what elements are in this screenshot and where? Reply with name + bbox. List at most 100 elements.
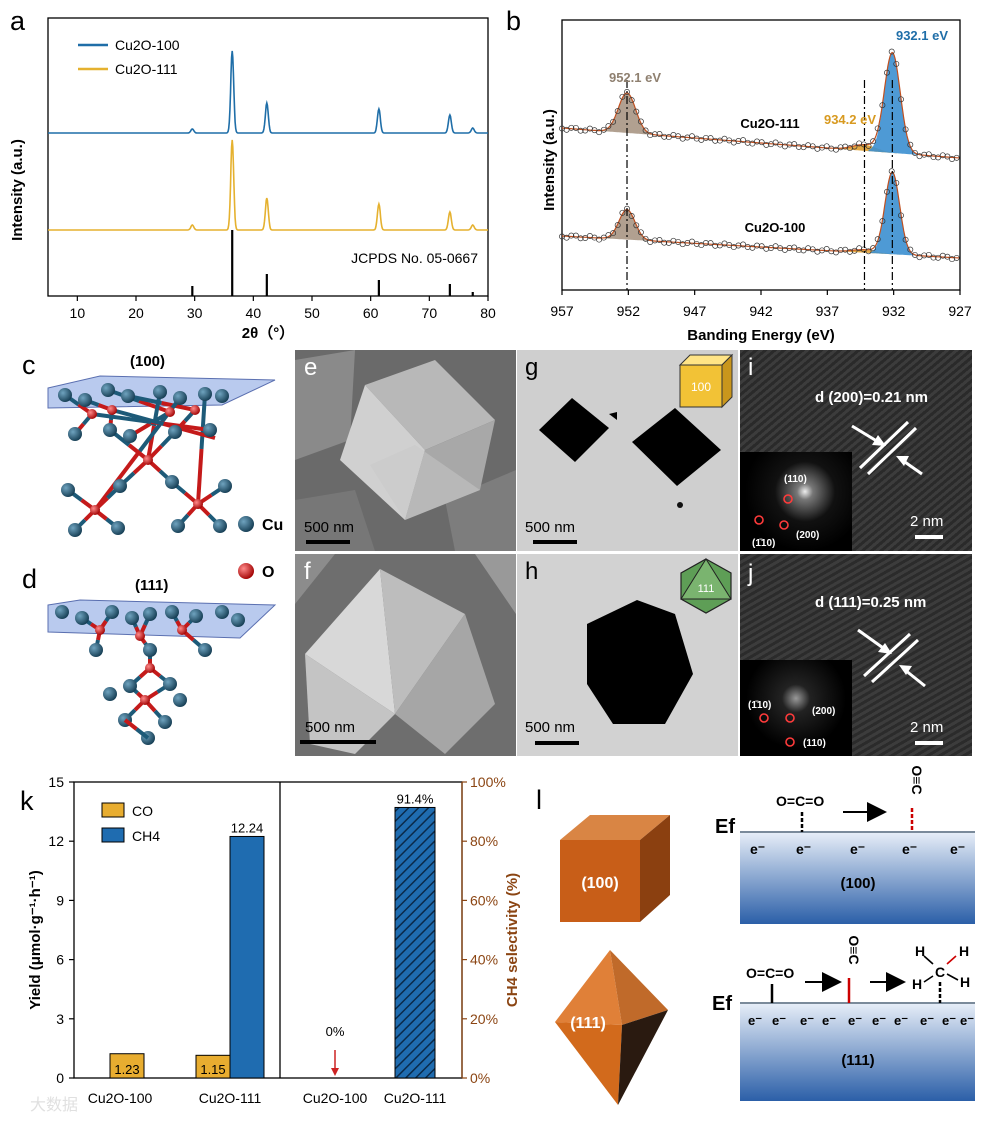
scalebar-h: 500 nm: [525, 719, 576, 736]
panel-label-g: g: [525, 354, 539, 381]
legend-cu2o-100: Cu2O-100: [115, 37, 180, 53]
xps-111-fit: [561, 51, 959, 159]
xps-chart: Intensity (a.u.) 957 952 947 942 937 932 927 B…: [541, 19, 972, 344]
cu-atom: [123, 429, 137, 443]
bar-ch4-label: 12.24: [231, 820, 264, 835]
surface-100-label: (100): [840, 875, 875, 892]
xps-tick-952: 952: [617, 303, 641, 319]
cu-atom: [89, 643, 103, 657]
xrd-chart: Intensity (a.u.) 10 20 30 40 50 60 70 80 Cu2O-1…: [9, 17, 496, 342]
surface-111-diagram: Ef O=C=O O≡C C H H H H (111) e⁻ e⁻ e⁻ e⁻ e⁻ e…: [712, 935, 975, 1101]
ef-label-100: Ef: [715, 816, 735, 838]
panel-label-l: l: [536, 785, 542, 815]
co2-100: O=C=O: [776, 793, 824, 809]
electron: e⁻: [772, 1013, 786, 1028]
o-atom-legend: [238, 563, 254, 579]
peak-label-934: 934.2 eV: [824, 112, 876, 127]
cu-atom: [189, 609, 203, 623]
xrd-reference-lines: [191, 230, 474, 296]
electron: e⁻: [942, 1013, 956, 1028]
panel-label-h: h: [525, 558, 539, 585]
xps-tick-957: 957: [550, 303, 574, 319]
cu-atom: [165, 475, 179, 489]
octahedron-badge-label: 111: [698, 583, 715, 595]
cu-atom: [198, 643, 212, 657]
yield-category-1: Cu2O-111: [199, 1090, 262, 1106]
scalebar-f: 500 nm: [305, 719, 356, 736]
panel-label-e: e: [304, 354, 318, 381]
cu-atom: [101, 383, 115, 397]
cu-atom: [68, 523, 82, 537]
xps-tick-942: 942: [749, 303, 773, 319]
xps-xlabel: Banding Energy (eV): [687, 327, 835, 344]
cu-atom: [125, 611, 139, 625]
panel-label-d: d: [22, 564, 38, 594]
legend-co: CO: [132, 803, 153, 819]
cu-atom: [75, 611, 89, 625]
saed-100-spot-1: (110): [784, 474, 807, 485]
panel-label-j: j: [748, 560, 754, 587]
xrd-tick-60: 60: [363, 305, 379, 321]
structure-111-title: (111): [135, 577, 169, 594]
panel-label-b: b: [506, 6, 522, 36]
yield-selectivity-chart: Yield (μmol·g⁻¹·h⁻¹) CH4 selectivity (%)…: [27, 774, 521, 1114]
o-atom: [145, 663, 155, 673]
xrd-curve-111: [48, 139, 488, 231]
peak-label-952: 952.1 eV: [609, 70, 661, 85]
o-atom: [107, 405, 117, 415]
cu-atom: [198, 387, 212, 401]
legend-ch4-swatch: [101, 827, 125, 843]
scalebar-h-line: [535, 741, 579, 745]
legend-o: O: [262, 564, 274, 581]
cu-atom: [218, 479, 232, 493]
yield-category-0: Cu2O-100: [88, 1090, 153, 1106]
xrd-tick-80: 80: [480, 305, 496, 321]
cube-3d-model: (100): [560, 815, 670, 922]
cu-atom: [61, 483, 75, 497]
bar-co-label-0: 1.23: [114, 1062, 139, 1077]
xrd-curve-100: [48, 50, 488, 134]
bar-co-0: [109, 1053, 145, 1079]
cu-atom: [121, 389, 135, 403]
cube-facet-label: (100): [581, 875, 618, 892]
surface-100-diagram: Ef O=C=O O≡C (100) e⁻ e⁻ e⁻ e⁻ e⁻: [715, 765, 975, 924]
xps-ylabel: Intensity (a.u.): [541, 109, 558, 211]
electron: e⁻: [748, 1013, 762, 1028]
cu-atom-legend: [238, 516, 254, 532]
cu-atom: [68, 427, 82, 441]
ch4-h3: H: [912, 976, 922, 992]
electron: e⁻: [902, 841, 917, 857]
d-spacing-200: d (200)=0.21 nm: [815, 389, 928, 406]
panel-label-f: f: [304, 558, 311, 585]
cu-atom: [123, 679, 137, 693]
cu-atom: [168, 425, 182, 439]
co2-111: O=C=O: [746, 965, 794, 981]
yield-tick-9: 9: [56, 892, 64, 908]
xps-tick-937: 937: [816, 303, 840, 319]
legend-co-swatch: [101, 802, 125, 818]
sem-image-octahedron: [295, 554, 516, 756]
ch4-c: C: [935, 964, 945, 980]
cu-atom: [173, 391, 187, 405]
o-atom: [165, 407, 175, 417]
scalebar-e-line: [306, 540, 350, 544]
electron: e⁻: [872, 1013, 886, 1028]
xps-tick-932: 932: [882, 303, 906, 319]
legend-ch4: CH4: [132, 828, 160, 844]
panel-label-i: i: [748, 354, 754, 381]
cu-atom: [173, 693, 187, 707]
xrd-tick-30: 30: [187, 305, 203, 321]
saed-111-spot-2: (200): [812, 706, 835, 717]
xrd-tick-20: 20: [128, 305, 144, 321]
selectivity-label-100: 0%: [326, 1024, 345, 1039]
cu-atom: [113, 479, 127, 493]
electron: e⁻: [960, 1013, 974, 1028]
o-atom: [90, 505, 100, 515]
panel-label-k: k: [20, 786, 34, 816]
mechanism-schematic: (100) (111) Ef O=C=O O≡C (100) e⁻ e⁻ e⁻ e⁻ e…: [555, 765, 975, 1105]
selectivity-category-0: Cu2O-100: [303, 1090, 368, 1106]
xrd-tick-50: 50: [304, 305, 320, 321]
cu-atom: [231, 613, 245, 627]
scalebar-g-line: [533, 540, 577, 544]
bar-co-label-1: 1.15: [200, 1062, 225, 1077]
